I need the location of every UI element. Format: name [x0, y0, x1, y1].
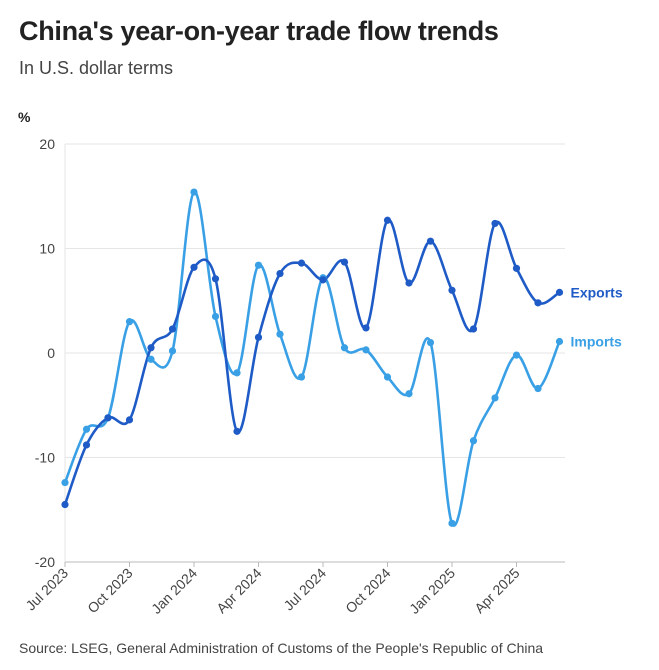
data-point-imports	[426, 338, 435, 347]
data-point-imports	[362, 346, 370, 354]
data-point-imports	[233, 369, 241, 377]
data-point-exports	[254, 333, 263, 341]
y-tick-label: 0	[47, 345, 55, 361]
x-tick-label: Jul 2024	[280, 565, 329, 614]
data-point-exports	[469, 325, 478, 333]
data-point-exports	[426, 237, 435, 245]
page-title: China's year-on-year trade flow trends	[19, 16, 499, 46]
data-point-exports	[405, 279, 413, 287]
data-point-imports	[512, 351, 521, 359]
series-line-imports	[63, 190, 561, 527]
data-point-exports	[168, 325, 177, 333]
series-label-imports: Imports	[571, 334, 623, 350]
data-point-exports	[491, 219, 499, 228]
data-point-imports	[448, 519, 456, 527]
data-point-exports	[534, 299, 542, 307]
data-point-imports	[491, 394, 499, 402]
data-point-exports	[319, 276, 327, 284]
data-point-imports	[534, 384, 542, 393]
data-point-imports	[340, 344, 349, 352]
x-tick-label: Apr 2024	[213, 565, 265, 617]
data-point-imports	[190, 188, 198, 196]
series-points	[61, 188, 564, 527]
data-point-imports	[555, 337, 564, 346]
data-point-imports	[383, 373, 392, 381]
data-point-imports	[82, 425, 91, 433]
data-point-exports	[512, 264, 521, 272]
data-point-imports	[276, 330, 284, 338]
data-point-imports	[147, 355, 155, 363]
data-point-exports	[383, 216, 392, 224]
data-point-imports	[297, 373, 306, 381]
x-tick-label: Oct 2023	[84, 565, 136, 617]
y-tick-label: -10	[35, 450, 55, 466]
data-point-imports	[168, 347, 177, 355]
x-tick-label: Jan 2025	[406, 565, 458, 617]
series-label-exports: Exports	[571, 284, 623, 300]
data-point-exports	[340, 258, 349, 266]
x-tick-label: Apr 2025	[471, 565, 523, 617]
data-point-exports	[61, 500, 69, 509]
series-labels: Exports Imports	[571, 284, 623, 349]
y-tick-label: -20	[35, 554, 55, 570]
y-tick-label: 20	[39, 136, 55, 152]
data-point-imports	[125, 318, 134, 326]
data-point-exports	[104, 414, 112, 422]
data-point-exports	[125, 416, 134, 424]
series-lines	[63, 190, 561, 527]
data-point-exports	[555, 288, 564, 296]
data-point-exports	[276, 269, 284, 278]
data-point-exports	[190, 263, 198, 271]
data-point-imports	[61, 478, 69, 487]
data-point-imports	[211, 312, 220, 321]
data-point-exports	[297, 259, 306, 267]
data-point-exports	[82, 441, 91, 449]
x-axis-ticks: Jul 2023 Oct 2023 Jan 2024 Apr 2024 Jul 2024…	[22, 562, 523, 617]
x-tick-label: Jan 2024	[148, 565, 200, 617]
y-axis-ticks: 20 10 0 -10 -20	[35, 136, 55, 570]
y-tick-label: 10	[39, 241, 55, 257]
data-point-exports	[147, 344, 155, 352]
x-tick-label: Oct 2024	[342, 565, 394, 617]
data-point-exports	[233, 427, 241, 435]
data-point-imports	[254, 261, 263, 269]
data-point-exports	[362, 324, 370, 332]
series-line-exports	[63, 218, 561, 506]
data-point-exports	[448, 286, 456, 294]
data-point-exports	[211, 275, 220, 283]
x-tick-label: Jul 2023	[22, 565, 71, 614]
source-note: Source: LSEG, General Administration of …	[19, 640, 544, 656]
data-point-imports	[469, 437, 478, 445]
grid-lines	[64, 143, 565, 563]
data-point-imports	[405, 390, 413, 398]
y-axis-unit: %	[18, 109, 31, 125]
page-subtitle: In U.S. dollar terms	[19, 58, 174, 78]
